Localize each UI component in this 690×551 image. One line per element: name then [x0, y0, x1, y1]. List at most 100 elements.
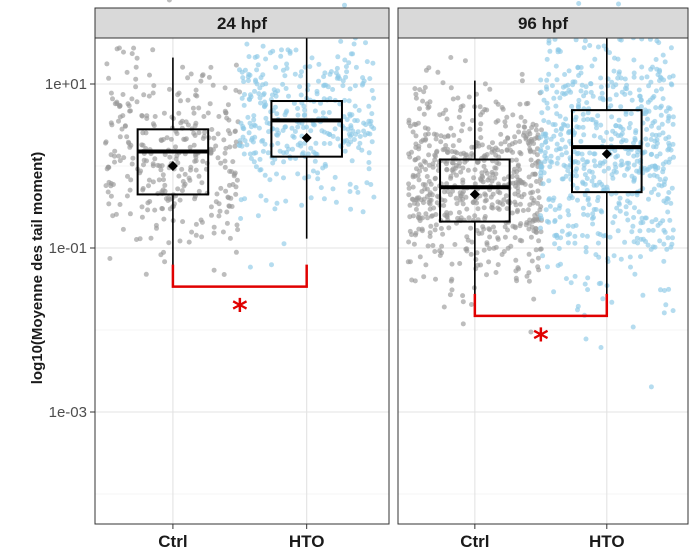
data-point [450, 96, 456, 102]
data-point [487, 175, 493, 181]
data-point [205, 110, 211, 116]
data-point [538, 134, 544, 140]
data-point [369, 139, 375, 145]
data-point [321, 196, 327, 202]
data-point [634, 158, 640, 164]
data-point [430, 164, 436, 170]
data-point [263, 81, 269, 87]
data-point [367, 76, 373, 82]
data-point [661, 182, 667, 188]
x-tick-label: Ctrl [460, 532, 489, 551]
data-point [538, 213, 544, 219]
data-point [129, 161, 135, 167]
significance-bracket [473, 293, 609, 318]
data-point [328, 69, 334, 75]
data-point [335, 54, 341, 60]
data-point [316, 78, 321, 84]
data-point [451, 132, 457, 138]
data-point [433, 222, 439, 228]
data-point [435, 69, 441, 75]
data-point [177, 238, 183, 244]
data-point [649, 132, 655, 138]
data-point [640, 292, 646, 298]
data-point [539, 127, 544, 133]
data-point [631, 215, 637, 220]
data-point [334, 65, 340, 71]
data-point [475, 206, 481, 212]
data-point [295, 124, 301, 130]
data-point [161, 216, 167, 222]
data-point [233, 62, 239, 68]
data-point [535, 200, 541, 206]
data-point [215, 131, 221, 137]
data-point [502, 139, 508, 145]
data-point [639, 75, 645, 81]
data-point [302, 175, 308, 181]
data-point [274, 171, 279, 177]
box-iqr [439, 158, 511, 223]
data-point [607, 50, 612, 56]
data-point [144, 113, 150, 119]
data-point [165, 198, 171, 203]
data-point [120, 92, 126, 97]
data-point [460, 103, 466, 109]
data-point [449, 149, 455, 154]
data-point [253, 164, 259, 170]
data-point [110, 182, 116, 187]
data-point [222, 158, 228, 164]
data-point [668, 244, 674, 250]
data-point [357, 140, 363, 146]
data-point [274, 111, 280, 117]
data-point [262, 141, 268, 147]
data-point [291, 100, 297, 106]
data-point [107, 256, 113, 261]
data-point [410, 213, 416, 219]
data-point [622, 91, 628, 97]
data-point [472, 181, 478, 187]
data-point [585, 110, 591, 116]
data-point [282, 112, 288, 118]
data-point [582, 38, 588, 44]
data-point [505, 135, 511, 141]
data-point [584, 176, 590, 181]
data-point [127, 144, 133, 150]
data-point [131, 45, 137, 51]
data-point [595, 240, 601, 246]
data-point [566, 68, 572, 74]
data-point [636, 209, 642, 215]
data-point [612, 148, 618, 154]
data-point [216, 201, 222, 207]
data-point [283, 124, 288, 130]
data-point [632, 205, 637, 211]
data-point [481, 205, 487, 211]
data-point [588, 89, 594, 95]
data-point [648, 384, 654, 390]
box-hto [270, 30, 343, 239]
data-point [645, 116, 650, 122]
data-point [666, 286, 672, 292]
data-point [302, 107, 308, 113]
data-point [631, 74, 637, 80]
data-point [647, 173, 653, 179]
data-point [454, 201, 460, 207]
data-point [565, 168, 571, 174]
facet-strip [397, 7, 689, 39]
data-point [248, 94, 254, 100]
data-point [590, 211, 596, 217]
data-point [449, 261, 455, 267]
data-point [667, 143, 672, 149]
data-point [607, 234, 613, 240]
data-point [631, 177, 637, 183]
data-point [280, 81, 286, 87]
facet-panel-0: * 24 hpf Ctrl HTO [94, 0, 390, 551]
data-point [556, 246, 562, 251]
data-point [514, 209, 520, 215]
y-tick-label: 1e-01 [49, 240, 87, 257]
data-point [371, 95, 377, 101]
data-point [528, 234, 534, 240]
data-point [264, 120, 270, 126]
data-point [125, 173, 130, 179]
data-point [351, 41, 357, 47]
data-point [533, 127, 539, 133]
data-point [647, 164, 653, 170]
